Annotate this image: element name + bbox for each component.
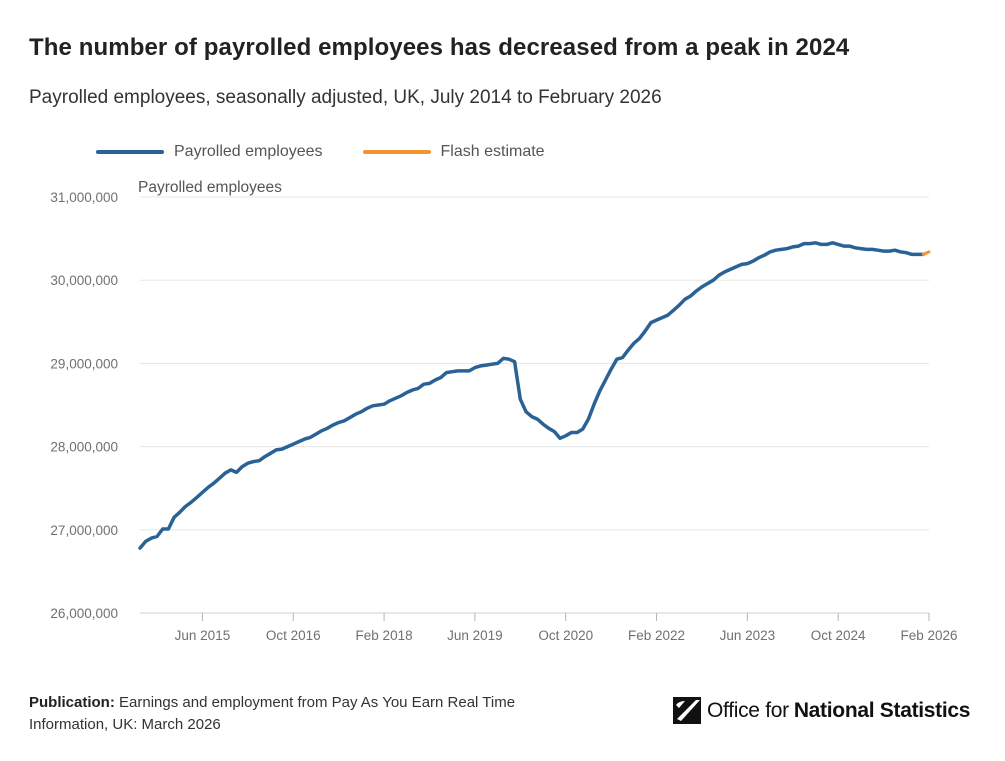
x-tick-label: Oct 2020 [538,628,593,643]
x-tick-label: Jun 2015 [175,628,231,643]
logo-text-regular: Office for [707,698,789,722]
x-tick-label: Jun 2023 [720,628,776,643]
chart-title: The number of payrolled employees has de… [29,34,850,61]
x-tick-label: Oct 2016 [266,628,321,643]
y-tick-label: 29,000,000 [50,356,118,371]
legend-label-flash: Flash estimate [440,143,545,160]
y-axis-labels: 26,000,000 27,000,000 28,000,000 29,000,000… [50,190,118,621]
y-tick-label: 28,000,000 [50,440,118,455]
y-tick-label: 26,000,000 [50,606,118,621]
legend-swatch-payrolled [96,150,164,154]
y-tick-label: 30,000,000 [50,273,118,288]
y-axis-title: Payrolled employees [138,179,282,196]
series-group [138,241,931,550]
x-tick-label: Feb 2018 [356,628,413,643]
legend-item-flash[interactable]: Flash estimate [362,143,545,161]
ons-logo-icon [673,697,701,724]
x-tick-label: Jun 2019 [447,628,503,643]
legend-label-payrolled: Payrolled employees [174,143,323,160]
x-axis: Jun 2015 Oct 2016 Feb 2018 Jun 2019 Oct 2020… [175,613,958,643]
x-tick-label: Feb 2022 [628,628,685,643]
chart-subtitle: Payrolled employees, seasonally adjusted… [29,87,662,108]
gridlines [140,196,929,614]
legend-item-payrolled[interactable]: Payrolled employees [96,143,323,161]
ons-logo[interactable]: Office for National Statistics [673,697,970,724]
x-tick-label: Oct 2024 [811,628,866,643]
legend: Payrolled employees Flash estimate [96,143,585,161]
footer-publication: Publication: Earnings and employment fro… [29,692,589,736]
logo-text-bold: National Statistics [793,698,971,722]
publication-label: Publication: [29,694,115,711]
legend-swatch-flash [362,150,431,154]
x-tick-label: Feb 2026 [900,628,957,643]
line-chart: 26,000,000 27,000,000 28,000,000 29,000,000… [50,179,958,643]
series-line-payrolled-employees[interactable] [138,241,926,550]
series-line-flash-estimate[interactable] [921,250,931,256]
y-tick-label: 31,000,000 [50,190,118,205]
publication-text[interactable]: Earnings and employment from Pay As You … [29,694,516,733]
y-tick-label: 27,000,000 [50,523,118,538]
